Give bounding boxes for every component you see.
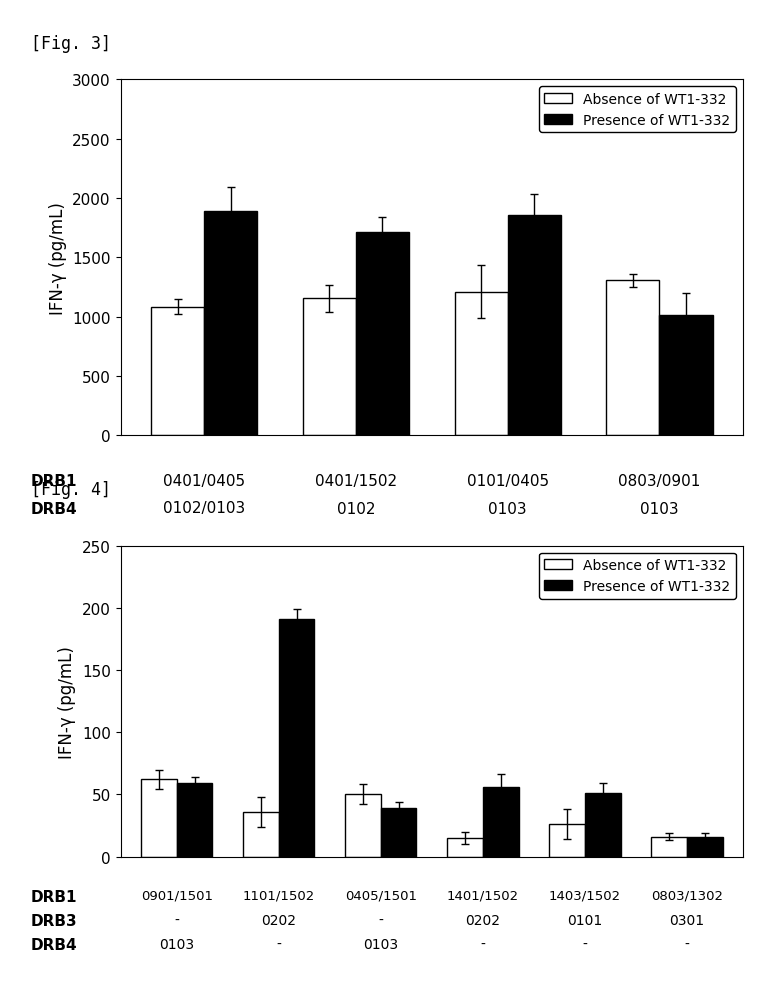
Text: 0103: 0103 [640,501,679,516]
Bar [549,825,585,857]
Text: 0401/1502: 0401/1502 [315,474,397,489]
Text: DRB1: DRB1 [31,889,78,904]
Text: 0803/1302: 0803/1302 [651,889,723,902]
Bar [151,308,204,436]
Text: DRB4: DRB4 [31,501,78,516]
Text: 0202: 0202 [465,913,500,927]
Text: 0102/0103: 0102/0103 [163,501,245,516]
Text: 1101/1502: 1101/1502 [243,889,315,902]
Bar [606,282,660,436]
Bar [651,837,687,857]
Text: -: - [583,937,587,951]
Y-axis label: IFN-γ (pg/mL): IFN-γ (pg/mL) [49,201,67,315]
Bar [243,812,279,857]
Text: 1403/1502: 1403/1502 [548,889,621,902]
Text: 0101/0405: 0101/0405 [467,474,548,489]
Legend: Absence of WT1-332, Presence of WT1-332: Absence of WT1-332, Presence of WT1-332 [539,87,736,133]
Text: 0103: 0103 [489,501,527,516]
Text: 0301: 0301 [669,913,704,927]
Text: -: - [174,913,179,927]
Bar [447,838,483,857]
Text: DRB3: DRB3 [31,913,78,928]
Text: 0901/1501: 0901/1501 [141,889,212,902]
Bar [345,795,380,857]
Text: DRB1: DRB1 [31,474,78,489]
Text: -: - [480,937,485,951]
Text: 0102: 0102 [337,501,375,516]
Bar [204,211,258,436]
Bar [508,215,561,436]
Legend: Absence of WT1-332, Presence of WT1-332: Absence of WT1-332, Presence of WT1-332 [539,553,736,599]
Bar [483,788,518,857]
Text: [Fig. 3]: [Fig. 3] [31,35,111,53]
Bar [177,784,212,857]
Bar [141,780,177,857]
Bar [356,233,409,436]
Text: 0103: 0103 [363,937,398,951]
Bar [454,293,508,436]
Bar [279,619,314,857]
Bar [303,299,356,436]
Text: 0202: 0202 [261,913,296,927]
Y-axis label: IFN-γ (pg/mL): IFN-γ (pg/mL) [58,645,76,758]
Text: 0401/0405: 0401/0405 [163,474,245,489]
Text: 1401/1502: 1401/1502 [447,889,519,902]
Text: 0405/1501: 0405/1501 [345,889,417,902]
Text: DRB4: DRB4 [31,937,78,952]
Bar [380,809,416,857]
Text: -: - [276,937,281,951]
Bar [687,837,723,857]
Text: 0101: 0101 [567,913,602,927]
Text: -: - [378,913,384,927]
Text: 0103: 0103 [159,937,194,951]
Text: 0803/0901: 0803/0901 [619,474,701,489]
Bar [585,794,621,857]
Bar [660,316,713,436]
Text: -: - [685,937,689,951]
Text: [Fig. 4]: [Fig. 4] [31,481,111,499]
